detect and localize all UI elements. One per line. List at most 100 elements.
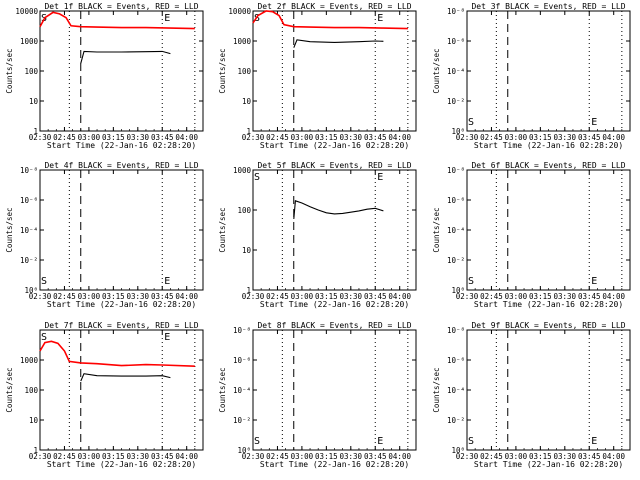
y-tick-label: 10⁻² — [447, 97, 465, 106]
x-tick-label: 02:30 — [242, 133, 265, 142]
y-tick-label: 10 — [242, 97, 252, 106]
x-tick-label: 03:15 — [102, 292, 125, 301]
end-marker: E — [164, 13, 170, 24]
y-tick-label: 100 — [24, 386, 38, 395]
panel-det-9: Det 9f BLACK = Events, RED = LLD 02:30 02:… — [432, 321, 631, 469]
x-tick-label: 03:00 — [291, 133, 314, 142]
x-axis-label: Start Time (22-Jan-16 02:28:20) — [47, 141, 196, 150]
y-tick-label: 10⁻⁶ — [447, 196, 465, 205]
x-tick-label: 03:45 — [578, 452, 601, 461]
y-tick-label: 10⁻⁶ — [233, 356, 251, 365]
y-tick-label: 10⁰ — [24, 286, 38, 295]
x-tick-label: 03:00 — [78, 452, 101, 461]
series-lld-line — [39, 11, 195, 30]
x-tick-label: 03:00 — [291, 292, 314, 301]
y-tick-label: 1 — [33, 127, 38, 136]
y-tick-label: 10⁰ — [237, 446, 251, 455]
x-axis-label: Start Time (22-Jan-16 02:28:20) — [47, 300, 196, 309]
x-tick-label: 03:15 — [315, 292, 338, 301]
x-tick-label: 02:30 — [456, 452, 479, 461]
y-tick-label: 10⁻⁶ — [20, 196, 38, 205]
plot-frame — [466, 329, 631, 451]
chart-title: Det 6f BLACK = Events, RED = LLD — [471, 161, 625, 170]
x-tick-label: 03:00 — [78, 292, 101, 301]
x-axis-label: Start Time (22-Jan-16 02:28:20) — [474, 141, 623, 150]
x-tick-label: 02:45 — [266, 292, 289, 301]
panel-det-8: Det 8f BLACK = Events, RED = LLD 02:30 02:… — [218, 321, 417, 469]
y-tick-label: 10⁻⁶ — [447, 356, 465, 365]
end-marker: E — [164, 332, 170, 343]
y-tick-label: 10⁻² — [20, 256, 38, 265]
end-marker: E — [591, 276, 597, 287]
x-tick-label: 03:15 — [529, 292, 552, 301]
x-tick-label: 03:45 — [578, 133, 601, 142]
x-tick-label: 02:30 — [29, 452, 52, 461]
y-tick-label: 10⁻⁸ — [447, 7, 465, 16]
start-marker: S — [254, 436, 260, 447]
x-tick-label: 03:45 — [364, 452, 387, 461]
y-tick-label: 10⁻⁸ — [233, 326, 251, 335]
x-tick-label: 03:15 — [102, 133, 125, 142]
x-tick-label: 02:45 — [480, 452, 503, 461]
y-axis-label: Counts/sec — [218, 367, 227, 412]
y-tick-label: 10⁻⁸ — [447, 166, 465, 175]
chart-title: Det 3f BLACK = Events, RED = LLD — [471, 2, 625, 11]
y-axis-label: Counts/sec — [218, 48, 227, 93]
x-tick-label: 03:30 — [554, 133, 577, 142]
series-lld-line — [39, 340, 195, 367]
x-tick-label: 02:45 — [266, 133, 289, 142]
plot-frame — [39, 329, 204, 451]
x-tick-label: 02:45 — [266, 452, 289, 461]
x-tick-label: 04:00 — [602, 452, 625, 461]
y-tick-label: 10⁻⁴ — [447, 226, 465, 235]
series-events-line — [293, 39, 384, 48]
chart-title: Det 8f BLACK = Events, RED = LLD — [257, 321, 411, 330]
end-marker: E — [591, 117, 597, 128]
chart-title: Det 2f BLACK = Events, RED = LLD — [257, 2, 411, 11]
x-tick-label: 03:00 — [78, 133, 101, 142]
x-tick-label: 02:45 — [480, 292, 503, 301]
panel-det-2: Det 2f BLACK = Events, RED = LLD 02:30 02:… — [218, 2, 417, 150]
x-axis-label: Start Time (22-Jan-16 02:28:20) — [474, 300, 623, 309]
x-tick-label: 03:45 — [578, 292, 601, 301]
x-tick-label: 02:45 — [480, 133, 503, 142]
panel-det-7: Det 7f BLACK = Events, RED = LLD 02:30 02:… — [5, 321, 204, 469]
x-tick-label: 03:15 — [315, 452, 338, 461]
x-axis-label: Start Time (22-Jan-16 02:28:20) — [260, 141, 409, 150]
x-tick-label: 02:30 — [242, 452, 265, 461]
y-tick-label: 1 — [33, 446, 38, 455]
y-tick-label: 10⁻² — [447, 256, 465, 265]
y-tick-label: 1000 — [20, 356, 39, 365]
y-tick-label: 10⁻² — [233, 416, 251, 425]
x-tick-label: 03:45 — [151, 133, 174, 142]
plot-frame — [39, 169, 204, 291]
y-tick-label: 10⁻⁸ — [20, 166, 38, 175]
y-tick-label: 1 — [246, 286, 251, 295]
y-tick-label: 10⁻⁶ — [447, 37, 465, 46]
panel-det-4: Det 4f BLACK = Events, RED = LLD 02:30 02:… — [5, 161, 204, 309]
x-tick-label: 03:30 — [127, 452, 150, 461]
series-events-line — [293, 200, 384, 219]
x-tick-label: 02:45 — [53, 133, 76, 142]
x-axis-label: Start Time (22-Jan-16 02:28:20) — [260, 300, 409, 309]
y-tick-label: 10000 — [15, 7, 38, 16]
x-tick-label: 02:30 — [456, 133, 479, 142]
panel-det-1: Det 1f BLACK = Events, RED = LLD 02:30 02:… — [5, 2, 204, 150]
x-tick-label: 03:45 — [151, 292, 174, 301]
x-tick-label: 03:00 — [505, 292, 528, 301]
end-marker: E — [377, 13, 383, 24]
chart-title: Det 4f BLACK = Events, RED = LLD — [44, 161, 198, 170]
x-tick-label: 04:00 — [175, 452, 198, 461]
y-tick-label: 1000 — [20, 37, 39, 46]
y-axis-label: Counts/sec — [218, 207, 227, 252]
x-axis-label: Start Time (22-Jan-16 02:28:20) — [47, 460, 196, 469]
x-tick-label: 04:00 — [388, 452, 411, 461]
series-lld-line — [252, 10, 408, 30]
start-marker: S — [254, 13, 260, 24]
y-tick-label: 10⁻⁴ — [20, 226, 38, 235]
y-tick-label: 10 — [242, 246, 252, 255]
x-tick-label: 04:00 — [388, 133, 411, 142]
x-tick-label: 03:00 — [505, 133, 528, 142]
plot-frame — [252, 329, 417, 451]
x-tick-label: 04:00 — [602, 292, 625, 301]
